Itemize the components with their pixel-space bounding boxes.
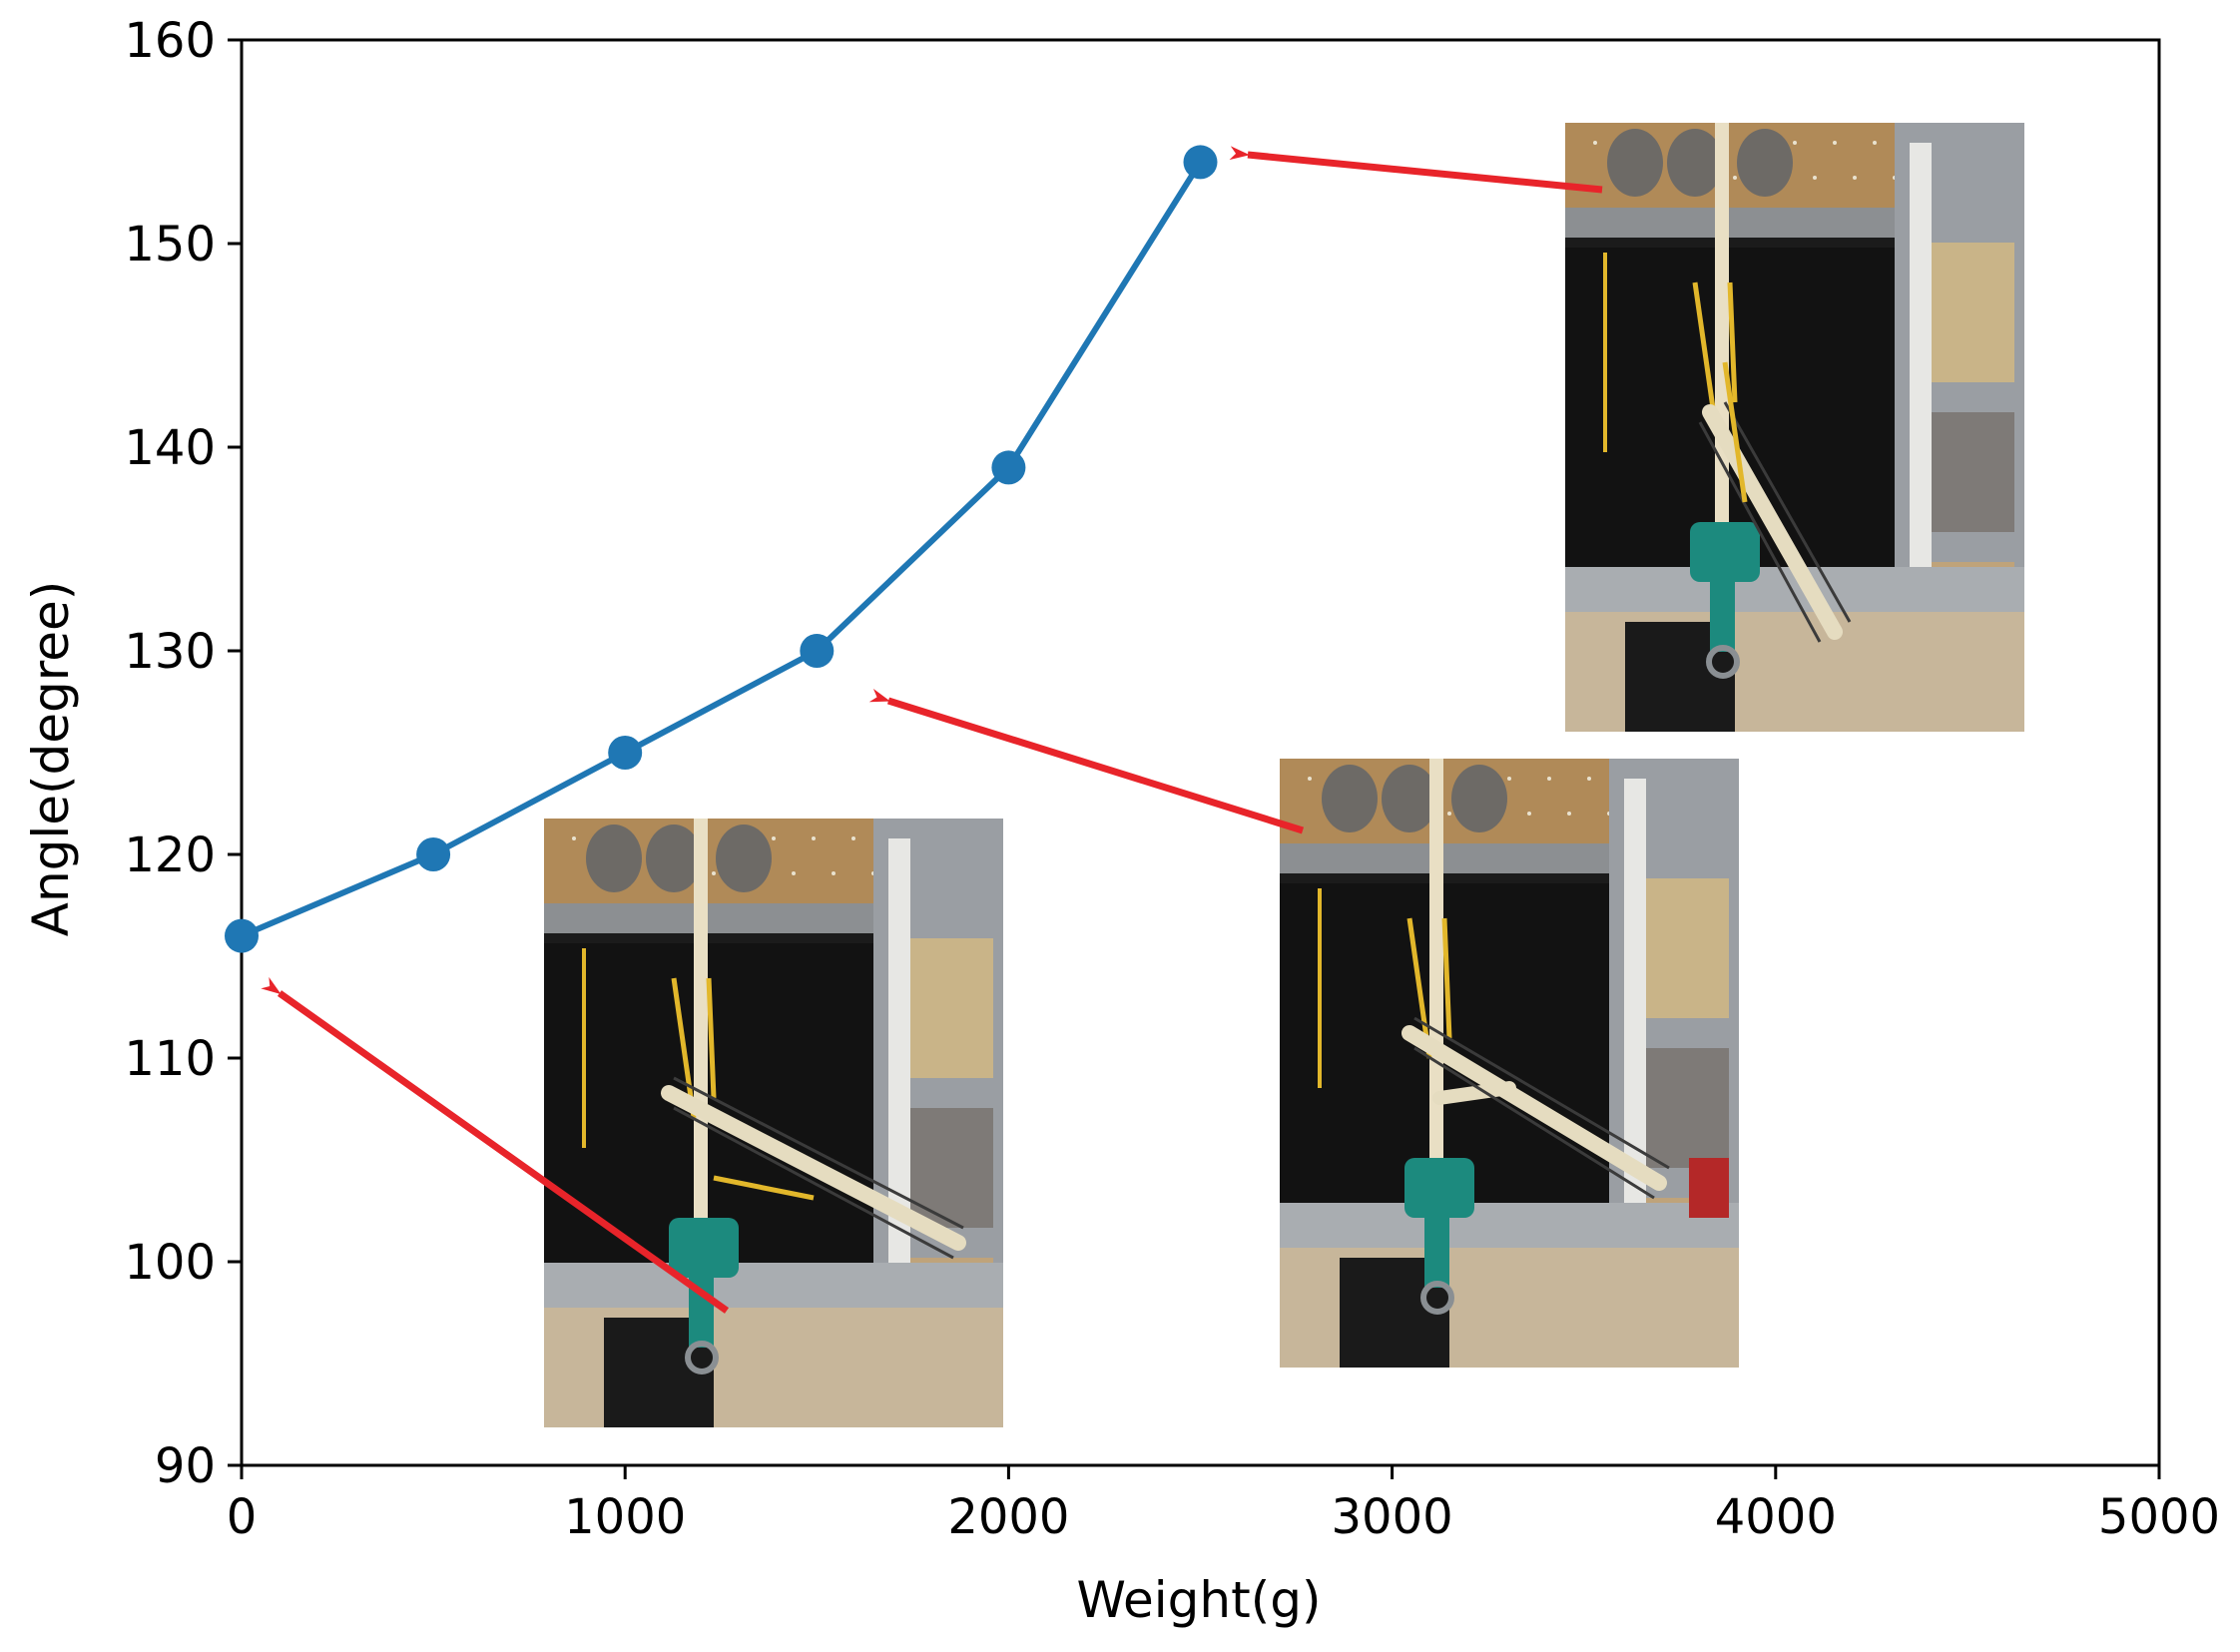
y-tick-label: 120 — [124, 827, 216, 883]
arrow-to-0g — [261, 976, 730, 1314]
y-tick-label: 160 — [124, 13, 216, 69]
y-axis-label: Angle(degree) — [22, 581, 80, 937]
data-point — [800, 634, 835, 668]
data-point — [991, 450, 1026, 485]
y-tick-label: 90 — [155, 1438, 216, 1494]
x-tick-label: 1000 — [564, 1489, 686, 1545]
y-tick-label: 140 — [124, 420, 216, 476]
x-tick-label: 4000 — [1715, 1489, 1837, 1545]
annotation-arrows — [261, 146, 1603, 1314]
photo-inset-mid-angle — [1280, 759, 1739, 1368]
plot-frame — [240, 38, 2161, 1467]
x-tick-label: 0 — [227, 1489, 258, 1545]
data-point — [416, 837, 451, 871]
y-tick-label: 130 — [124, 624, 216, 680]
photo-inset-low-angle — [544, 819, 1003, 1427]
y-tick-label: 150 — [124, 217, 216, 273]
arrow-to-1500g — [868, 688, 1305, 834]
series-line — [240, 160, 1204, 939]
x-tick-label: 2000 — [947, 1489, 1069, 1545]
arrow-to-2500g — [1229, 146, 1603, 194]
data-point — [225, 918, 259, 953]
y-tick-label: 100 — [124, 1235, 216, 1291]
photo-inset-high-angle — [1565, 123, 2024, 732]
x-tick-label: 5000 — [2098, 1489, 2220, 1545]
data-point — [1183, 145, 1218, 180]
data-point — [608, 736, 643, 770]
x-tick-label: 3000 — [1332, 1489, 1453, 1545]
x-axis-label: Weight(g) — [1077, 1571, 1322, 1629]
y-tick-label: 110 — [124, 1031, 216, 1087]
